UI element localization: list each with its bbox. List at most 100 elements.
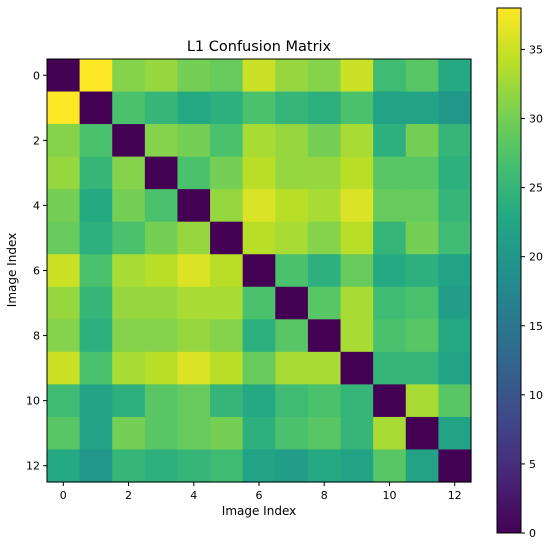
heatmap-cell (47, 221, 81, 255)
heatmap-cell (340, 124, 374, 158)
heatmap-cell (373, 124, 407, 158)
heatmap-cell (144, 221, 179, 255)
heatmap-cell (373, 384, 407, 418)
heatmap-cell (79, 91, 113, 125)
heatmap-cell (405, 449, 439, 483)
heatmap-cell (405, 91, 439, 125)
heatmap-cell (373, 254, 407, 288)
heatmap-cell (405, 124, 439, 158)
x-tick-label: 12 (448, 489, 462, 502)
heatmap-cell (210, 286, 244, 320)
heatmap-cell (275, 221, 309, 255)
heatmap-cell (144, 286, 179, 320)
heatmap-cell (275, 189, 309, 223)
heatmap-cell (144, 189, 179, 223)
heatmap-cells (47, 59, 472, 483)
heatmap-cell (405, 189, 439, 223)
heatmap-cell (340, 286, 374, 320)
heatmap-cell (242, 319, 276, 353)
heatmap-cell (405, 221, 439, 255)
heatmap-cell (47, 286, 81, 320)
heatmap-cell (144, 124, 179, 158)
heatmap-cell (242, 254, 276, 288)
y-tick-label: 4 (33, 199, 40, 212)
heatmap-cell (47, 351, 81, 385)
heatmap-cell (47, 319, 81, 353)
heatmap-cell (210, 124, 244, 158)
heatmap-cell (340, 156, 374, 190)
heatmap-cell (79, 416, 113, 451)
heatmap-cell (438, 416, 472, 451)
heatmap-cell (242, 91, 276, 125)
heatmap-cell (112, 384, 146, 418)
heatmap-cell (340, 319, 374, 353)
heatmap-cell (438, 384, 472, 418)
heatmap-cell (47, 124, 81, 158)
heatmap-cell (340, 384, 374, 418)
heatmap-cell (275, 286, 309, 320)
heatmap-cell (112, 156, 146, 190)
colorbar-ticks: 0 5 10 15 20 25 30 35 (521, 43, 543, 540)
heatmap-cell (47, 384, 81, 418)
x-tick-label: 0 (60, 489, 67, 502)
heatmap-cell (307, 286, 342, 320)
heatmap-cell (438, 254, 472, 288)
heatmap-cell (79, 221, 113, 255)
heatmap-cell (210, 319, 244, 353)
heatmap-cell (242, 449, 276, 483)
heatmap-cell (307, 156, 342, 190)
heatmap-cell (177, 59, 211, 93)
x-tick-label: 8 (321, 489, 328, 502)
heatmap-cell (373, 59, 407, 93)
x-tick-label: 2 (125, 489, 132, 502)
colorbar-tick-label: 5 (529, 458, 536, 471)
heatmap-cell (79, 351, 113, 385)
heatmap-cell (177, 384, 211, 418)
heatmap-cell (340, 91, 374, 125)
heatmap-cell (210, 384, 244, 418)
heatmap-cell (242, 156, 276, 190)
x-tick-label: 6 (256, 489, 263, 502)
heatmap-cell (210, 416, 244, 451)
heatmap-cell (438, 351, 472, 385)
heatmap-cell (177, 221, 211, 255)
heatmap-cell (79, 189, 113, 223)
heatmap-cell (47, 59, 81, 93)
heatmap-cell (144, 319, 179, 353)
heatmap-cell (79, 384, 113, 418)
heatmap-cell (275, 416, 309, 451)
heatmap-cell (307, 221, 342, 255)
heatmap-cell (438, 91, 472, 125)
heatmap-cell (373, 319, 407, 353)
colorbar-tick-label: 10 (529, 389, 543, 402)
heatmap-cell (144, 449, 179, 483)
heatmap-cell (144, 384, 179, 418)
heatmap-cell (177, 254, 211, 288)
heatmap-cell (438, 221, 472, 255)
colorbar-tick-label: 15 (529, 320, 543, 333)
heatmap-cell (373, 286, 407, 320)
heatmap-cell (405, 59, 439, 93)
y-axis-ticks: 0 2 4 6 8 10 12 (26, 69, 47, 473)
colorbar-tick-label: 25 (529, 182, 543, 195)
heatmap-cell (340, 189, 374, 223)
heatmap-cell (275, 319, 309, 353)
heatmap-cell (242, 384, 276, 418)
heatmap-cell (340, 221, 374, 255)
heatmap-cell (405, 254, 439, 288)
heatmap-cell (275, 156, 309, 190)
heatmap-cell (112, 189, 146, 223)
heatmap-cell (177, 449, 211, 483)
heatmap-cell (242, 286, 276, 320)
x-axis-ticks: 0 2 4 6 8 10 12 (60, 482, 462, 502)
heatmap-cell (112, 351, 146, 385)
heatmap-cell (79, 124, 113, 158)
chart-title: L1 Confusion Matrix (187, 39, 332, 55)
heatmap-cell (47, 91, 81, 125)
y-tick-label: 10 (26, 395, 40, 408)
y-tick-label: 12 (26, 460, 40, 473)
heatmap-cell (307, 416, 342, 451)
heatmap-cell (177, 416, 211, 451)
heatmap-cell (373, 416, 407, 451)
